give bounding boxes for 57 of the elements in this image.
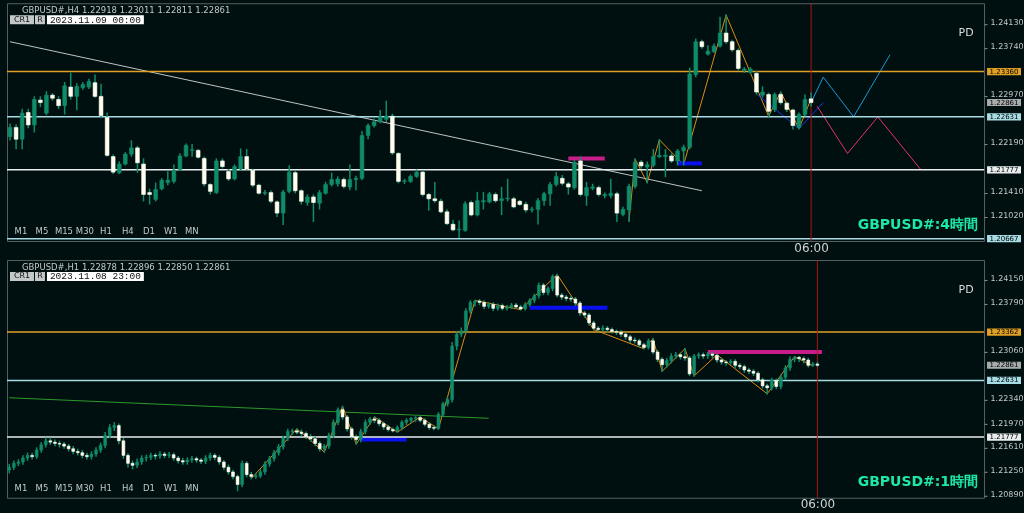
y-tick-label: 1.21410 xyxy=(990,186,1024,196)
line-series xyxy=(816,105,921,170)
y-tick-label: 1.23060 xyxy=(990,346,1024,356)
annotation: R xyxy=(37,14,44,24)
annotation: 2023.11.09 00:00 xyxy=(49,14,142,26)
candlestick xyxy=(62,81,67,115)
candlestick xyxy=(262,189,268,196)
candlestick xyxy=(254,473,258,479)
candlestick xyxy=(44,91,49,116)
annotation: R xyxy=(37,271,44,281)
annotation: H1 xyxy=(100,226,112,237)
annotation: M15 xyxy=(54,226,73,237)
y-tick-label: 1.21250 xyxy=(990,466,1024,476)
annotation: M5 xyxy=(35,226,49,237)
annotation: MN xyxy=(184,482,199,493)
annotation: M30 xyxy=(75,482,94,493)
chart-title: GBPUSD#,H4 1.22918 1.23011 1.22811 1.22861 xyxy=(21,5,231,16)
y-tick-label: 1.24130 xyxy=(990,18,1024,28)
line-series xyxy=(250,274,814,480)
chart-title: GBPUSD#,H1 1.22878 1.22896 1.22850 1.22861 xyxy=(21,261,231,272)
candlestick xyxy=(601,325,605,332)
annotation: M30 xyxy=(75,226,94,237)
y-tick-label: 1.22970 xyxy=(990,90,1024,100)
annotation: GBPUSD#:4時間 xyxy=(857,216,979,233)
y-tick-label: 1.21020 xyxy=(990,211,1024,221)
annotation: 2023.11.08 23:00 xyxy=(49,271,142,283)
annotation: M5 xyxy=(35,482,49,493)
annotation: M1 xyxy=(14,482,28,493)
annotation: M1 xyxy=(14,226,28,237)
y-tick-label: 1.22190 xyxy=(990,138,1024,148)
candlestick xyxy=(772,92,777,113)
annotation: CR1 xyxy=(13,271,31,281)
candlestick xyxy=(240,460,244,488)
annotation: H1 xyxy=(100,482,112,493)
annotation: H4 xyxy=(121,482,134,493)
annotation: CR1 xyxy=(13,14,31,24)
y-tick-label: 1.21610 xyxy=(990,442,1024,452)
line-series xyxy=(810,54,891,118)
y-tick-label: 1.23740 xyxy=(990,42,1024,52)
annotation: MN xyxy=(184,226,199,237)
y-tick-label: 1.21970 xyxy=(990,418,1024,428)
candlestick xyxy=(167,451,171,459)
annotation: PD xyxy=(958,26,974,40)
annotation: W1 xyxy=(163,482,178,493)
annotation: GBPUSD#:1時間 xyxy=(857,472,979,489)
x-tick-label: 06:00 xyxy=(800,497,836,512)
y-tick-label: 1.24150 xyxy=(990,274,1024,284)
annotation: W1 xyxy=(163,226,178,237)
y-tick-label: 1.22340 xyxy=(990,394,1024,404)
annotation: M15 xyxy=(54,482,73,493)
y-tick-label: 1.23790 xyxy=(990,298,1024,308)
y-tick-label: 1.20890 xyxy=(990,490,1024,500)
annotation: D1 xyxy=(142,226,155,237)
x-tick-label: 06:00 xyxy=(794,240,829,255)
annotation: D1 xyxy=(142,482,155,493)
annotation: PD xyxy=(958,282,974,296)
annotation: H4 xyxy=(121,226,134,237)
